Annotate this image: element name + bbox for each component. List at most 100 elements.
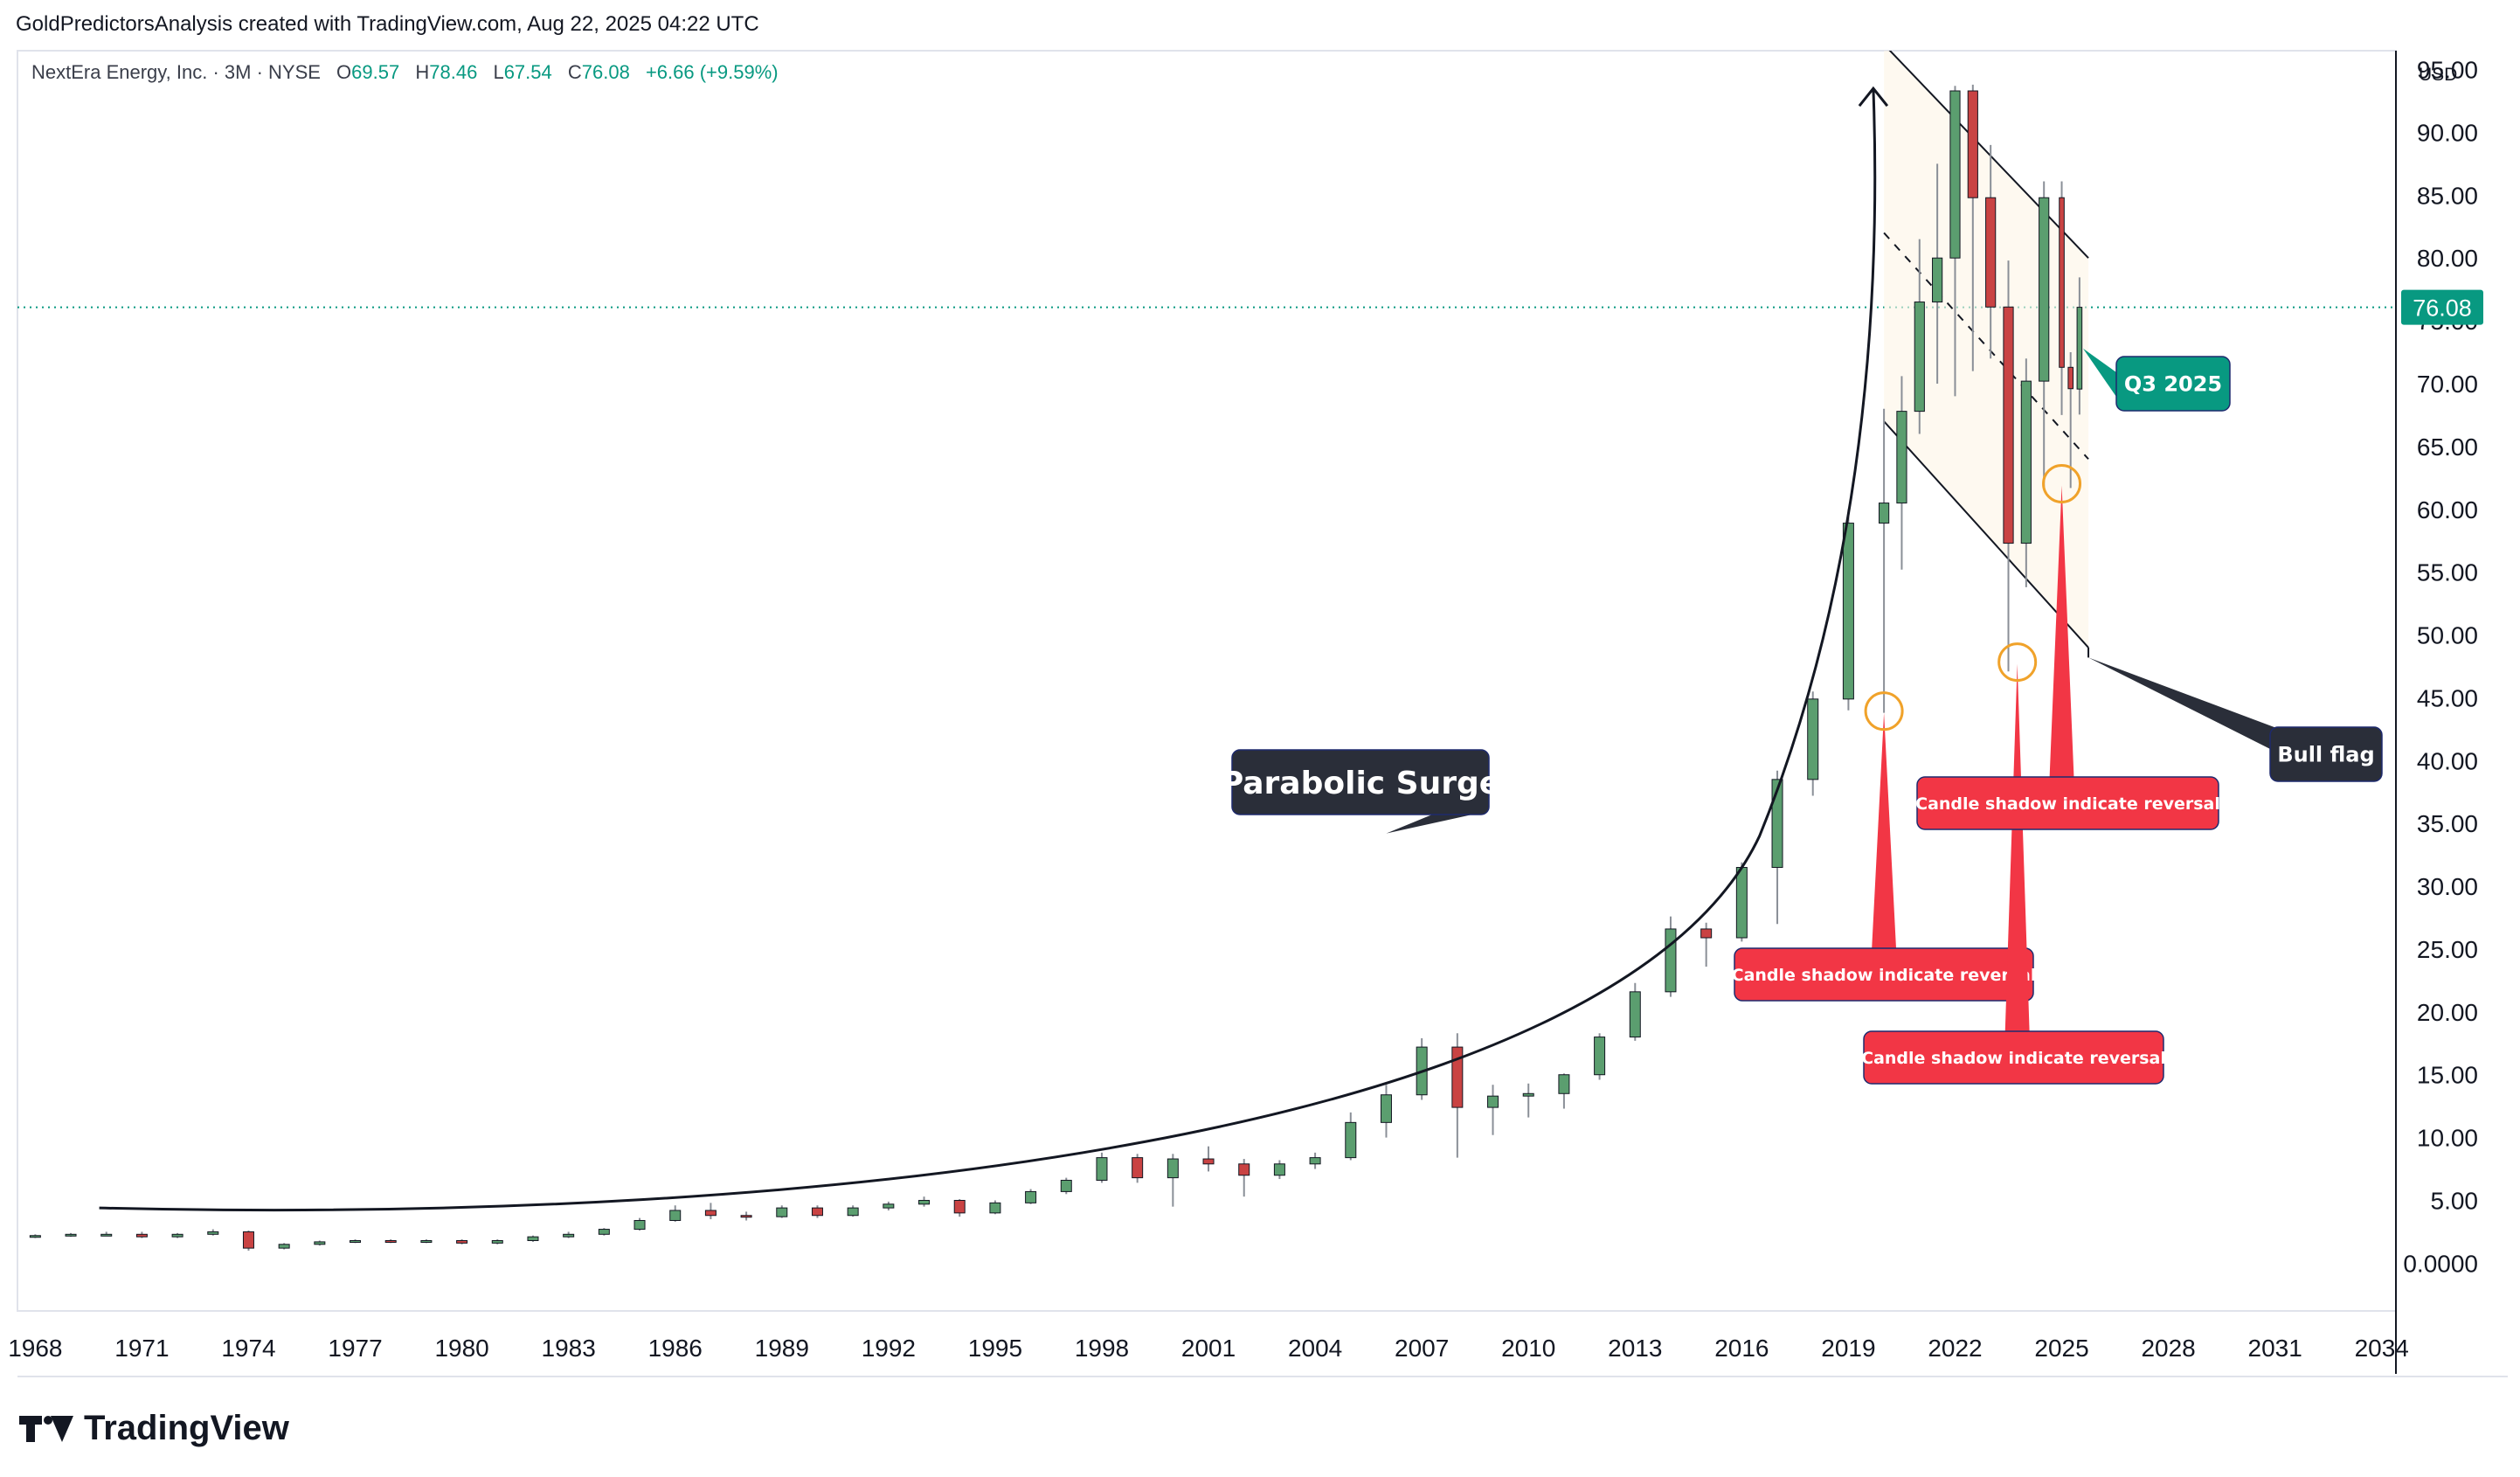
candle-down [384, 1239, 397, 1244]
candle-up [918, 1196, 931, 1207]
candle-body [1629, 991, 1641, 1038]
candle-up [883, 1201, 895, 1210]
candle-body [1700, 928, 1713, 939]
high-label: H [415, 61, 430, 83]
candle-up [350, 1239, 362, 1244]
symbol-name[interactable]: NextEra Energy, Inc. · 3M · NYSE [31, 61, 321, 83]
time-tick-label: 1995 [968, 1335, 1022, 1362]
candle-body [953, 1199, 966, 1214]
candle-down [704, 1203, 717, 1220]
candle-up [1487, 1085, 1499, 1135]
price-tick-label: 40.00 [2417, 747, 2478, 774]
candle-body [384, 1239, 397, 1243]
candle-up [1594, 1033, 1606, 1080]
candle-body [242, 1231, 254, 1249]
candle-down [456, 1239, 468, 1245]
candle-up [1025, 1189, 1037, 1204]
time-tick-label: 1986 [648, 1335, 703, 1362]
flag-midline [1883, 232, 2089, 460]
q3-2025-label-text: Q3 2025 [2124, 372, 2222, 397]
candle-up [1629, 982, 1641, 1041]
price-tick-label: 10.00 [2417, 1125, 2478, 1152]
candle-down [811, 1205, 823, 1218]
last-price-label: 76.08 [2413, 295, 2472, 322]
currency-label[interactable]: USD [2419, 65, 2458, 85]
parabolic-curve [99, 88, 1877, 1212]
candle-up [1932, 163, 1943, 384]
candle-body [811, 1207, 823, 1217]
candle-up [1096, 1152, 1108, 1183]
price-tick-label: 65.00 [2417, 433, 2478, 461]
candle-up [2039, 181, 2050, 489]
candle-up [598, 1228, 610, 1236]
candle-up [1167, 1154, 1179, 1207]
time-tick-label: 2028 [2141, 1335, 2195, 1362]
candle-body [1807, 698, 1819, 780]
candle-up [1060, 1177, 1072, 1195]
candle-body [563, 1233, 575, 1238]
time-tick-label: 2007 [1395, 1335, 1449, 1362]
time-tick-label: 2025 [2034, 1335, 2088, 1362]
candle-up [2076, 277, 2083, 415]
candle-body [1380, 1094, 1392, 1123]
candle-body [2076, 307, 2083, 390]
candle-body [2059, 197, 2065, 368]
candle-down [2059, 181, 2065, 415]
reversal-circle [1997, 642, 2038, 683]
time-tick-label: 2004 [1288, 1335, 1342, 1362]
parabolic-surge-pointer [1386, 813, 1480, 834]
curve-arrowhead [1858, 86, 1889, 107]
candle-up [207, 1229, 219, 1236]
candle-body [1238, 1163, 1250, 1176]
time-tick-label: 1974 [221, 1335, 275, 1362]
candle-down [953, 1199, 966, 1217]
candle-body [633, 1219, 646, 1231]
time-tick-label: 2019 [1821, 1335, 1875, 1362]
chart-frame [17, 50, 2508, 1377]
candle-body [2020, 380, 2032, 544]
candle-body [527, 1236, 539, 1241]
reversal-label: Candle shadow indicate reversal [1861, 1030, 2166, 1085]
candle-down [1132, 1154, 1144, 1183]
q3-2025-label: Q3 2025 [2115, 356, 2231, 412]
candle-body [1932, 257, 1943, 303]
candle-up [847, 1205, 859, 1217]
flag-upper-line [1888, 51, 2089, 259]
price-axis[interactable]: 0.0000 5.00 10.00 15.00 20.00 25.00 30.00 35.00… [2401, 57, 2483, 1278]
candle-up [989, 1200, 1001, 1215]
candle-body [207, 1231, 219, 1235]
candle-up [1914, 239, 1925, 434]
brand-name: TradingView [84, 1409, 289, 1447]
tradingview-logo-icon [19, 1415, 73, 1442]
tradingview-brand: TradingView [19, 1409, 289, 1448]
bull-flag-label-text: Bull flag [2277, 743, 2374, 767]
candle-up [65, 1232, 77, 1238]
time-axis[interactable]: 1968 1971 1974 1977 1980 1983 1986 1989 1992 1995… [8, 1335, 2409, 1362]
open-value: 69.57 [351, 61, 400, 83]
reversal-label-text: Candle shadow indicate reversal [1861, 1049, 2166, 1068]
candle-down [1985, 144, 1997, 359]
candle-up [2020, 358, 2032, 587]
candle-up [29, 1234, 41, 1238]
time-tick-label: 2001 [1181, 1335, 1236, 1362]
reversal-label-bg [1916, 776, 2219, 830]
candle-up [527, 1235, 539, 1242]
price-tick-label: 70.00 [2417, 371, 2478, 398]
time-tick-label: 1968 [8, 1335, 62, 1362]
candle-body [598, 1229, 610, 1235]
candle-down [1967, 84, 1978, 371]
candle-body [100, 1233, 113, 1237]
price-tick-label: 25.00 [2417, 936, 2478, 963]
bull-flag-label-bg [2269, 726, 2383, 782]
candle-up [1896, 376, 1907, 570]
candle-body [2067, 366, 2074, 390]
candle-body [1025, 1190, 1037, 1203]
reversal-label-bg [1734, 947, 2034, 1002]
reversal-label: Candle shadow indicate reversal [1732, 947, 2036, 1002]
candle-up [1665, 916, 1677, 997]
close-value: 76.08 [581, 61, 630, 83]
reversal-spike [2049, 485, 2074, 779]
candle-up [1380, 1085, 1392, 1138]
price-tick-label: 30.00 [2417, 873, 2478, 900]
